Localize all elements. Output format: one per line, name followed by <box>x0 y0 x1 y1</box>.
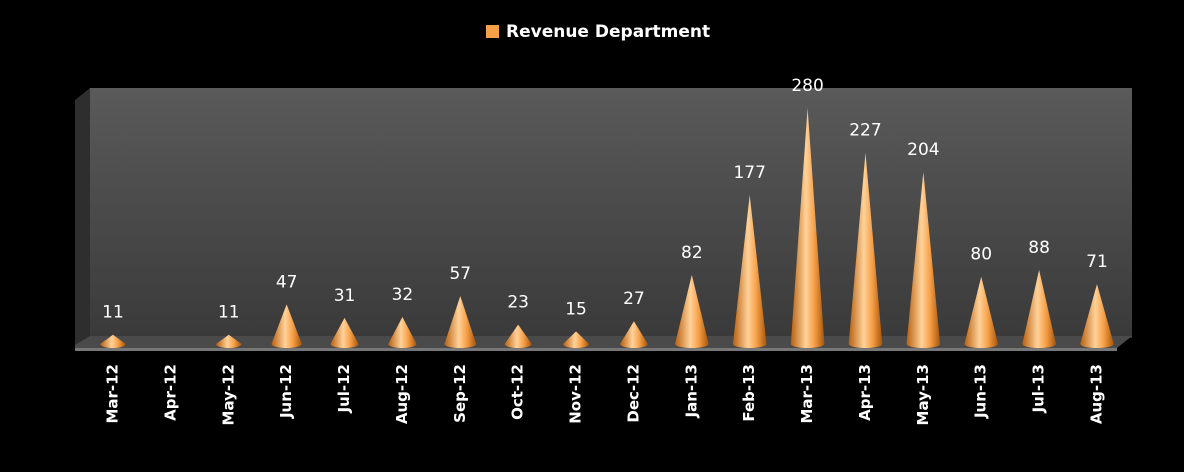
legend-label: Revenue Department <box>506 22 710 42</box>
value-label: 15 <box>565 299 587 319</box>
x-tick-label: Jan-13 <box>682 364 700 418</box>
cone <box>790 108 825 348</box>
value-label: 204 <box>907 140 939 160</box>
floor-edge <box>75 348 1117 351</box>
x-tick-label: Nov-12 <box>567 364 585 424</box>
cone <box>271 304 302 348</box>
cone <box>964 276 999 348</box>
x-tick-label: Jul-12 <box>335 364 353 414</box>
value-label: 23 <box>507 293 529 313</box>
value-label: 80 <box>970 245 992 265</box>
value-label: 11 <box>218 303 240 323</box>
x-tick-label: May-13 <box>914 364 932 425</box>
x-tick-label: Jul-13 <box>1030 364 1048 414</box>
x-tick-label: Mar-13 <box>798 364 816 424</box>
x-tick-label: Apr-12 <box>161 364 179 421</box>
cone <box>444 295 477 348</box>
cone <box>906 172 941 348</box>
value-label: 27 <box>623 289 645 309</box>
cone <box>675 274 709 348</box>
value-label: 32 <box>392 285 414 305</box>
x-tick-label: Jun-12 <box>277 364 295 419</box>
cone <box>330 317 359 348</box>
x-tick-label: Aug-13 <box>1088 364 1106 424</box>
cone <box>1022 269 1056 348</box>
value-label: 280 <box>791 76 823 96</box>
value-label: 177 <box>733 163 765 183</box>
value-label: 11 <box>102 303 124 323</box>
back-wall <box>90 88 1132 338</box>
cone <box>563 331 590 348</box>
x-tick-label: May-12 <box>219 364 237 425</box>
value-label: 71 <box>1086 252 1108 272</box>
cone <box>848 152 883 348</box>
cone <box>388 317 417 348</box>
x-tick-label: Feb-13 <box>740 364 758 422</box>
x-tick-label: Aug-12 <box>393 364 411 424</box>
cone <box>504 324 532 348</box>
x-tick-label: Oct-12 <box>509 364 527 420</box>
x-tick-label: Mar-12 <box>104 364 122 424</box>
x-tick-label: Sep-12 <box>451 364 469 423</box>
cone <box>100 334 126 348</box>
value-label: 31 <box>334 286 356 306</box>
value-label: 82 <box>681 243 703 263</box>
value-label: 47 <box>276 272 298 292</box>
value-label: 227 <box>849 121 881 141</box>
x-tick-label: Apr-13 <box>856 364 874 421</box>
value-label: 57 <box>449 264 471 284</box>
cone <box>1080 284 1114 348</box>
cone <box>620 321 648 348</box>
legend-swatch <box>486 25 499 38</box>
cone <box>732 194 767 348</box>
cone <box>216 334 242 348</box>
x-tick-label: Dec-12 <box>624 364 642 423</box>
value-label: 88 <box>1028 238 1050 258</box>
x-tick-label: Jun-13 <box>972 364 990 419</box>
